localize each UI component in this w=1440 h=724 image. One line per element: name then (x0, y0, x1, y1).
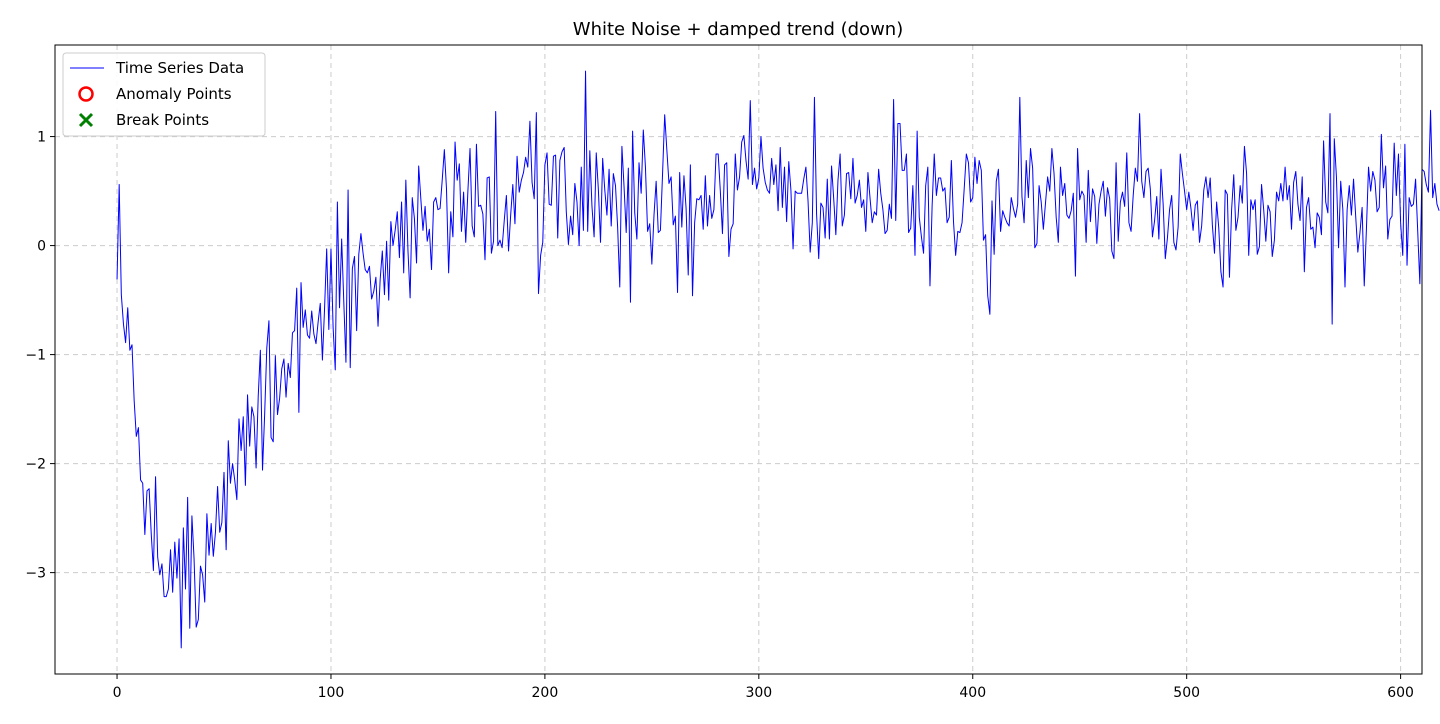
y-tick-label: 1 (37, 130, 46, 146)
legend: Time Series Data Anomaly Points Break Poin… (62, 52, 266, 137)
x-tick-label: 300 (745, 685, 772, 701)
x-tick-label: 200 (532, 685, 559, 701)
x-tick-label: 600 (1387, 685, 1414, 701)
legend-label: Time Series Data (115, 59, 244, 77)
grid-lines (55, 45, 1422, 674)
y-tick-label: −2 (25, 457, 46, 473)
legend-circle-icon (78, 86, 94, 102)
axes-frame (54, 44, 1423, 675)
chart-title: White Noise + damped trend (down) (573, 19, 903, 40)
x-tick-label: 100 (318, 685, 345, 701)
legend-x-icon (78, 112, 94, 128)
plot-area (116, 70, 1440, 649)
x-tick-label: 500 (1173, 685, 1200, 701)
y-tick-label: 0 (37, 239, 46, 255)
legend-label: Anomaly Points (116, 85, 232, 103)
x-tick-label: 0 (113, 685, 122, 701)
y-tick-label: −1 (25, 348, 46, 364)
legend-label: Break Points (116, 111, 209, 129)
y-tick-label: −3 (25, 566, 46, 582)
series-line (116, 70, 1440, 649)
legend-box (62, 52, 266, 137)
axes: 0 100 200 300 400 500 600 −3 −2 −1 0 1 (25, 44, 1423, 701)
x-tick-label: 400 (959, 685, 986, 701)
